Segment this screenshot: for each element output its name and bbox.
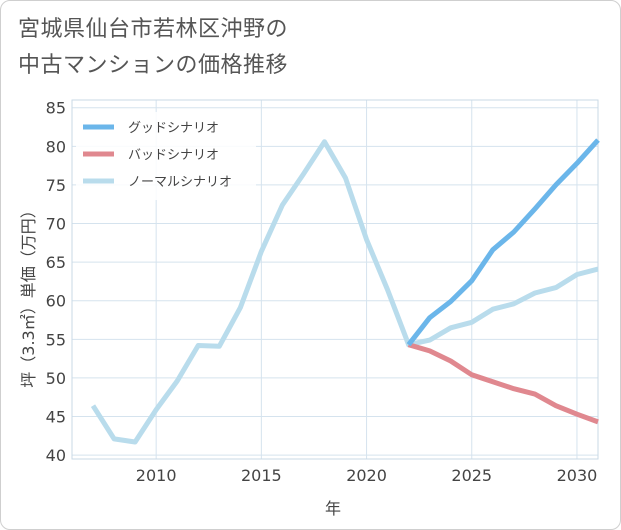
y-tick-label-50: 50 xyxy=(46,369,66,388)
x-tick-label-2020: 2020 xyxy=(346,466,387,485)
x-tick-label-2030: 2030 xyxy=(557,466,598,485)
y-tick-label-55: 55 xyxy=(46,330,66,349)
legend-label-bad: バッドシナリオ xyxy=(128,148,219,163)
x-tick-label-2015: 2015 xyxy=(241,466,282,485)
y-tick-label-65: 65 xyxy=(46,253,66,272)
y-tick-label-85: 85 xyxy=(46,99,66,118)
chart-title-line-2: 中古マンションの価格推移 xyxy=(18,53,289,78)
x-tick-label-2025: 2025 xyxy=(451,466,492,485)
y-tick-label-40: 40 xyxy=(46,446,66,465)
y-tick-label-45: 45 xyxy=(46,408,66,427)
series-line-normal xyxy=(90,139,599,445)
x-tick-label-2010: 2010 xyxy=(136,466,177,485)
y-tick-label-60: 60 xyxy=(46,292,66,311)
x-axis-title: 年 xyxy=(325,499,341,518)
y-tick-label-75: 75 xyxy=(46,176,66,195)
chart-title-line-1: 宮城県仙台市若林区沖野の xyxy=(18,17,289,42)
y-tick-label-70: 70 xyxy=(46,215,66,234)
tick-layer: 40 45 50 55 60 65 70 75 80 85 2010 2015 2020 2025 2030 xyxy=(46,99,598,485)
chart-title: 宮城県仙台市若林区沖野の 中古マンションの価格推移 xyxy=(18,12,288,84)
y-tick-label-80: 80 xyxy=(46,137,66,156)
series-line-bad xyxy=(407,342,599,425)
plot-area-border xyxy=(71,99,599,460)
legend-label-normal: ノーマルシナリオ xyxy=(128,175,232,190)
series-layer xyxy=(90,138,600,445)
series-line-good xyxy=(406,138,600,347)
legend-label-good: グッドシナリオ xyxy=(128,121,219,136)
y-axis-title: 坪（3.3㎡）単価（万円） xyxy=(19,202,38,387)
